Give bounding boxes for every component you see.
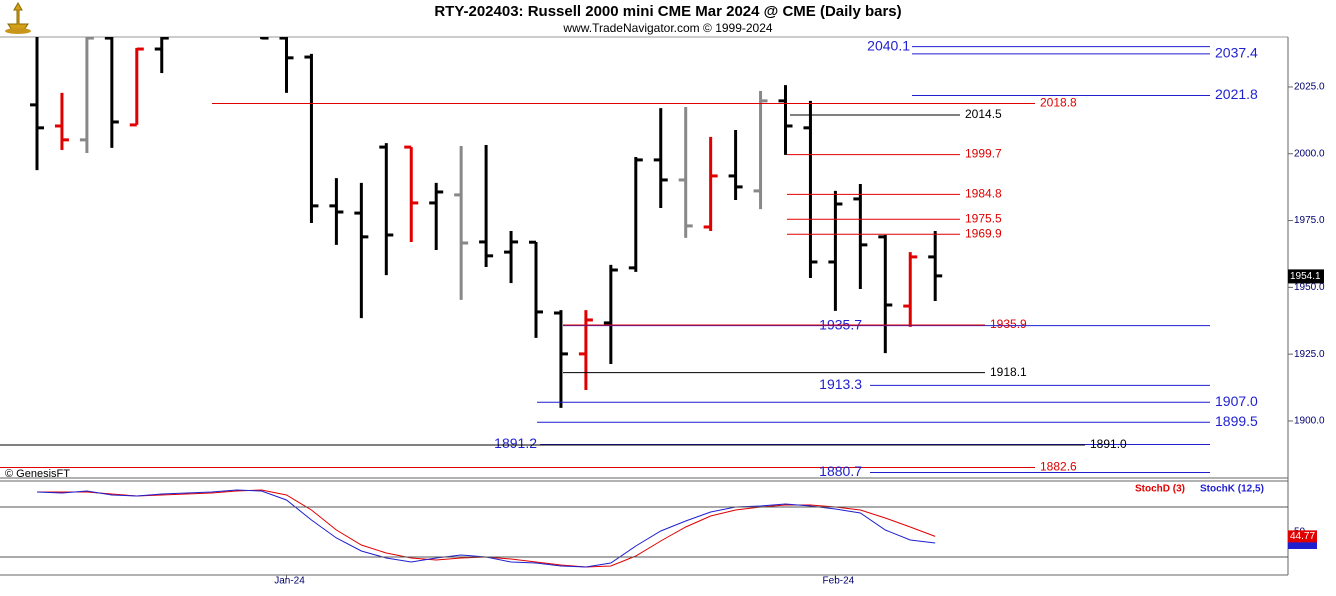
- level-label: 1891.2: [494, 435, 537, 451]
- level-label: 1975.5: [965, 211, 1002, 225]
- level-label: 2040.1: [867, 37, 910, 53]
- last-price-box: [1288, 269, 1324, 284]
- level-label: 1935.7: [819, 316, 862, 332]
- last-value-box: [1288, 530, 1317, 543]
- stoch-panel: [36, 489, 936, 568]
- level-label: 2014.5: [965, 107, 1002, 121]
- level-label: 1999.7: [965, 147, 1002, 161]
- y-tick-label: 1975.0: [1294, 215, 1325, 226]
- legend-label: StochD (3): [1135, 484, 1185, 495]
- x-tick-label: Feb-24: [823, 576, 855, 587]
- level-label: 1891.0: [1090, 437, 1127, 451]
- stoch-line: [37, 489, 936, 568]
- y-tick-label: 1925.0: [1294, 349, 1325, 360]
- last-value-label: 44.77: [1290, 531, 1315, 542]
- level-label: 2018.8: [1040, 96, 1077, 110]
- level-label: 2037.4: [1215, 45, 1258, 61]
- level-label: 1880.7: [819, 463, 862, 479]
- y-tick-label: 1950.0: [1294, 282, 1325, 293]
- price-panel: [30, 37, 943, 408]
- level-label: 1984.8: [965, 187, 1002, 201]
- source-label: © GenesisFT: [5, 468, 70, 480]
- level-label: 1907.0: [1215, 393, 1258, 409]
- level-label: 1969.9: [965, 226, 1002, 240]
- level-label: 1913.3: [819, 376, 862, 392]
- last-price-label: 1954.1: [1290, 271, 1321, 282]
- y-tick-label: 2000.0: [1294, 148, 1325, 159]
- level-label: 1899.5: [1215, 413, 1258, 429]
- y-tick-label: 1900.0: [1294, 416, 1325, 427]
- level-label: 2021.8: [1215, 86, 1258, 102]
- level-label: 1882.6: [1040, 460, 1077, 474]
- x-tick-label: Jan-24: [274, 576, 305, 587]
- level-label: 1918.1: [990, 365, 1027, 379]
- chart-subtitle: www.TradeNavigator.com © 1999-2024: [562, 21, 772, 35]
- stoch-line: [36, 489, 936, 568]
- y-tick-label: 2025.0: [1294, 82, 1325, 93]
- level-label: 1935.9: [990, 317, 1027, 331]
- legend-label: StochK (12,5): [1200, 484, 1264, 495]
- logo: [0, 0, 36, 36]
- chart-title: RTY-202403: Russell 2000 mini CME Mar 20…: [434, 3, 901, 20]
